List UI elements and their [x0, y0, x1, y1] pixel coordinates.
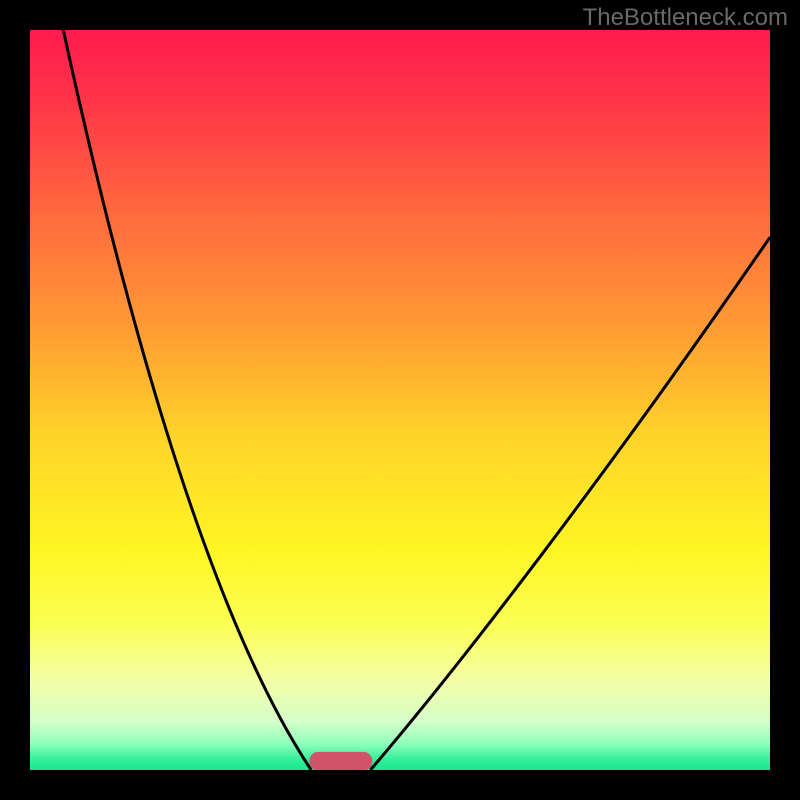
gradient-background [30, 30, 770, 770]
watermark-text: TheBottleneck.com [583, 4, 788, 32]
bottleneck-chart [30, 30, 770, 770]
bottleneck-marker [309, 752, 372, 770]
chart-frame: TheBottleneck.com [0, 0, 800, 800]
